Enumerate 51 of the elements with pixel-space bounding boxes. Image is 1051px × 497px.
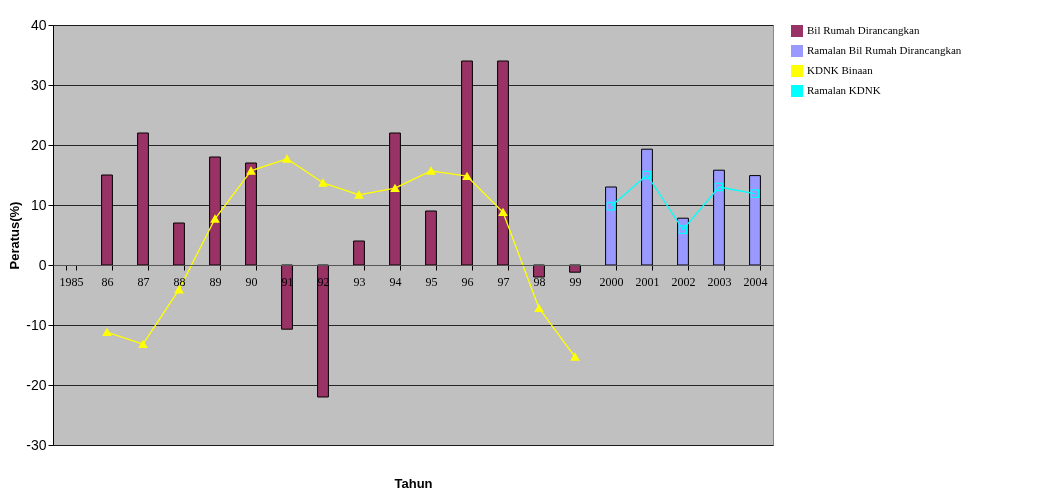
y-tick-label: 10 xyxy=(30,196,47,213)
x-tick-label: 2000 xyxy=(599,274,624,289)
legend-label: Bil Rumah Dirancangkan xyxy=(807,24,920,36)
x-tick-label: 2001 xyxy=(635,274,660,289)
point xyxy=(138,340,148,349)
y-tick-label: 20 xyxy=(30,136,47,153)
x-tick-label: 2004 xyxy=(743,274,768,289)
point xyxy=(750,189,760,198)
x-tick-label: 90 xyxy=(245,274,258,289)
point xyxy=(354,190,364,199)
point xyxy=(282,154,292,163)
y-tick-label: -30 xyxy=(26,436,47,453)
legend-label: Ramalan KDNK xyxy=(807,84,881,96)
x-tick-label: 2003 xyxy=(707,274,732,289)
x-tick-label: 94 xyxy=(389,274,402,289)
x-tick-label: 89 xyxy=(209,274,222,289)
y-axis-title: Peratus(%) xyxy=(7,201,23,270)
legend-label: KDNK Binaan xyxy=(807,64,874,76)
point xyxy=(570,352,580,361)
x-tick-label: 95 xyxy=(425,274,438,289)
point xyxy=(210,214,220,223)
point xyxy=(714,182,724,192)
x-axis-title: Tahun xyxy=(394,475,433,491)
x-tick-label: 96 xyxy=(461,274,474,289)
point xyxy=(606,201,616,211)
legend-label: Ramalan Bil Rumah Dirancangkan xyxy=(807,44,962,56)
point xyxy=(246,166,256,175)
bar xyxy=(569,264,581,273)
y-tick-label: 0 xyxy=(38,256,47,273)
point xyxy=(642,170,652,180)
x-tick-label: 93 xyxy=(353,274,366,289)
x-tick-label: 97 xyxy=(497,274,510,289)
x-tick-label: 2002 xyxy=(671,274,696,289)
x-tick-label: 1985 xyxy=(59,274,84,289)
point xyxy=(462,172,472,181)
x-tick-label: 99 xyxy=(569,274,582,289)
y-tick-label: -10 xyxy=(26,316,47,333)
x-tick-label: 87 xyxy=(137,274,150,289)
point xyxy=(678,225,688,234)
y-tick-label: 30 xyxy=(30,76,47,93)
x-tick-label: 86 xyxy=(101,274,114,289)
point xyxy=(498,208,508,217)
point xyxy=(534,304,544,313)
y-tick-label: 40 xyxy=(30,16,47,33)
point xyxy=(102,328,112,337)
x-tick-label: 98 xyxy=(533,274,546,289)
point xyxy=(318,178,328,187)
y-tick-label: -20 xyxy=(26,376,47,393)
point xyxy=(390,184,400,193)
bar xyxy=(533,264,545,278)
point xyxy=(426,166,436,175)
